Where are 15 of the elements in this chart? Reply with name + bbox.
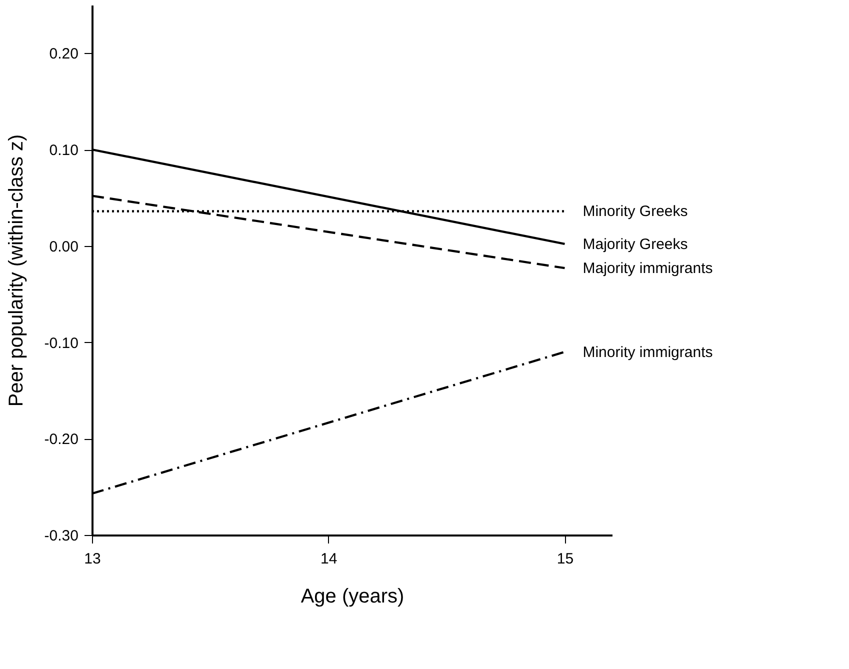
y-tick-label: -0.30 xyxy=(44,528,78,544)
y-axis-title: Peer popularity (within-class z) xyxy=(5,134,28,407)
series-label: Minority immigrants xyxy=(582,344,713,361)
series-label: Majority immigrants xyxy=(582,260,713,278)
y-tick-label: -0.10 xyxy=(44,334,78,352)
x-axis-title: Age (years) xyxy=(300,586,404,608)
y-tick-label: 0.00 xyxy=(49,238,78,256)
series-label: Majority Greeks xyxy=(582,236,688,253)
series-label: Minority Greeks xyxy=(582,203,688,220)
x-tick-label: 15 xyxy=(556,550,574,568)
x-tick-label: 14 xyxy=(320,550,338,568)
x-tick-label: 13 xyxy=(84,550,101,568)
y-tick-label: 0.10 xyxy=(49,142,78,160)
y-tick-label: 0.20 xyxy=(49,46,78,63)
y-tick-label: -0.20 xyxy=(44,431,78,448)
